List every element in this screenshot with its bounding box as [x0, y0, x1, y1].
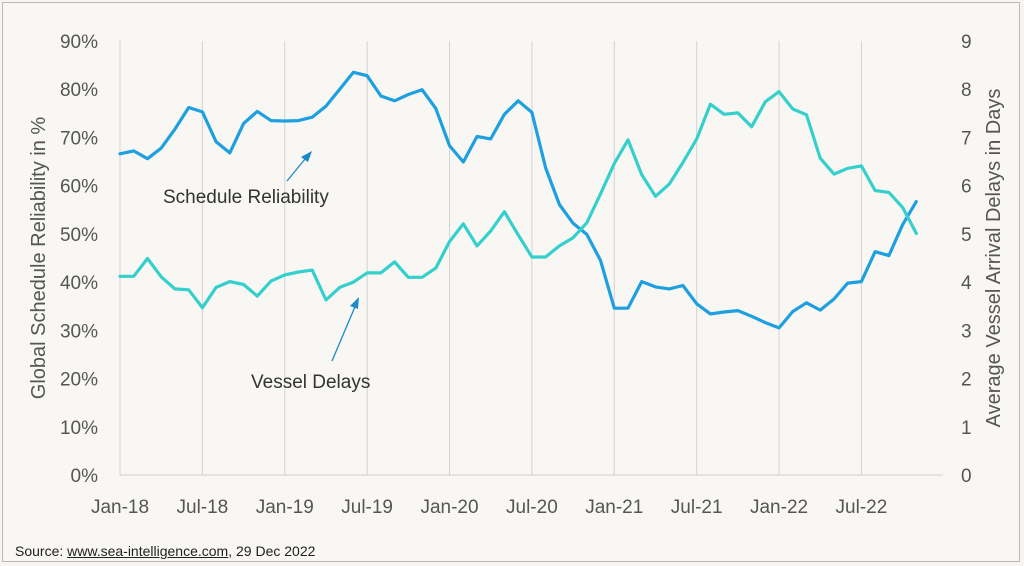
x-tick-label: Jan-22 [750, 497, 808, 518]
x-tick-label: Jul-22 [836, 497, 888, 518]
right-y-axis-ticks: 0 1 2 3 4 5 6 7 8 9 [961, 32, 972, 487]
left-y-tick-label: 40% [60, 273, 98, 294]
source-note: Source: www.sea-intelligence.com, 29 Dec… [15, 543, 315, 559]
right-y-tick-label: 8 [961, 80, 972, 101]
right-y-tick-label: 6 [961, 177, 972, 198]
x-tick-label: Jul-18 [177, 497, 229, 518]
vertical-gridlines [119, 41, 862, 475]
x-tick-label: Jan-20 [420, 497, 478, 518]
x-axis-ticks: Jan-18 Jul-18 Jan-19 Jul-19 Jan-20 Jul-20 Jan-… [91, 497, 887, 518]
right-y-tick-label: 4 [961, 273, 972, 294]
annotation-vessel-delays: Vessel Delays [251, 372, 370, 393]
right-y-axis-title: Average Vessel Arrival Delays in Days [983, 89, 1005, 428]
dual-axis-line-chart: 0% 10% 20% 30% 40% 50% 60% 70% 80% 90% 0 1 2 3 4 5 6 7 8 9… [28, 32, 1005, 518]
annotation-arrowhead-schedule-reliability [301, 151, 312, 162]
left-y-tick-label: 0% [71, 466, 99, 487]
x-tick-label: Jan-18 [91, 497, 149, 518]
left-y-axis-title: Global Schedule Reliability in % [28, 117, 50, 400]
right-y-tick-label: 0 [961, 466, 972, 487]
left-y-tick-label: 30% [60, 321, 98, 342]
source-suffix: , 29 Dec 2022 [228, 543, 316, 559]
right-y-tick-label: 2 [961, 370, 972, 391]
left-y-tick-label: 50% [60, 225, 98, 246]
x-tick-label: Jan-19 [256, 497, 314, 518]
x-tick-label: Jan-21 [585, 497, 643, 518]
left-y-tick-label: 10% [60, 418, 98, 439]
x-tick-label: Jul-21 [671, 497, 723, 518]
right-y-tick-label: 9 [961, 32, 972, 53]
x-tick-label: Jul-19 [341, 497, 393, 518]
annotation-arrowhead-vessel-delays [350, 297, 359, 309]
annotations: Schedule Reliability Vessel Delays [163, 151, 370, 393]
annotation-schedule-reliability: Schedule Reliability [163, 187, 329, 208]
right-y-tick-label: 3 [961, 321, 972, 342]
source-prefix: Source: [15, 543, 68, 559]
right-y-tick-label: 7 [961, 128, 972, 149]
left-y-axis-ticks: 0% 10% 20% 30% 40% 50% 60% 70% 80% 90% [60, 32, 98, 487]
left-y-tick-label: 60% [60, 177, 98, 198]
series-line-vessel-delays [118, 89, 918, 310]
left-y-tick-label: 90% [60, 32, 98, 53]
x-tick-label: Jul-20 [506, 497, 558, 518]
right-y-tick-label: 1 [961, 418, 972, 439]
annotation-arrow-vessel-delays [331, 301, 358, 362]
left-y-tick-label: 20% [60, 370, 98, 391]
series-line-schedule-reliability [118, 70, 918, 330]
left-y-tick-label: 80% [60, 80, 98, 101]
right-y-tick-label: 5 [961, 225, 972, 246]
source-link[interactable]: www.sea-intelligence.com [67, 543, 229, 559]
left-y-tick-label: 70% [60, 128, 98, 149]
